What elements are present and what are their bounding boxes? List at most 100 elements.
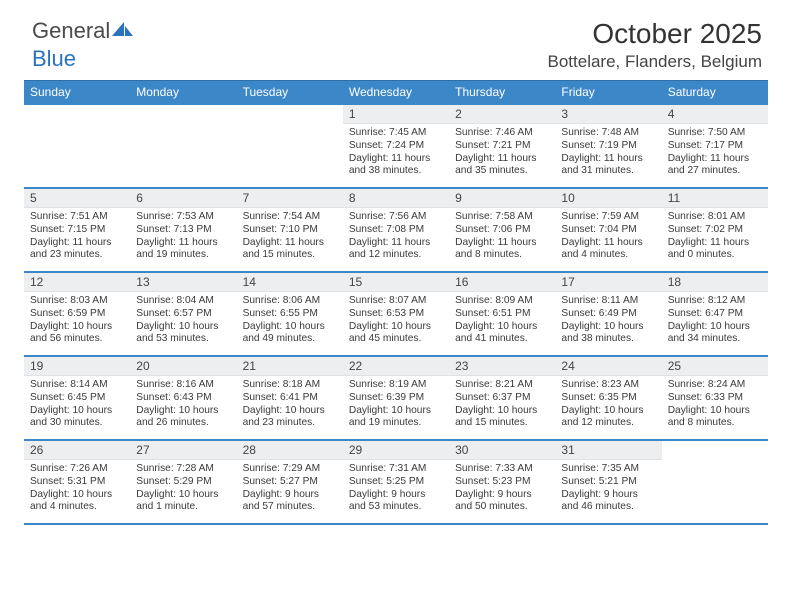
daylight-line: Daylight: 10 hours and 49 minutes.: [243, 321, 337, 347]
day-details: Sunrise: 7:35 AMSunset: 5:21 PMDaylight:…: [555, 460, 661, 516]
day-details: Sunrise: 7:59 AMSunset: 7:04 PMDaylight:…: [555, 208, 661, 264]
day-details: Sunrise: 8:04 AMSunset: 6:57 PMDaylight:…: [130, 292, 236, 348]
calendar-cell: [237, 104, 343, 188]
day-number: 12: [24, 273, 130, 292]
daylight-line: Daylight: 10 hours and 26 minutes.: [136, 405, 230, 431]
sunrise-line: Sunrise: 7:45 AM: [349, 127, 443, 140]
day-details: Sunrise: 8:23 AMSunset: 6:35 PMDaylight:…: [555, 376, 661, 432]
day-details: Sunrise: 7:54 AMSunset: 7:10 PMDaylight:…: [237, 208, 343, 264]
calendar-week-row: 1 Sunrise: 7:45 AMSunset: 7:24 PM Daylight…: [24, 104, 768, 188]
sunrise-line: Sunrise: 8:01 AM: [668, 211, 762, 224]
sunset-line: Sunset: 7:10 PM: [243, 224, 337, 237]
day-details: Sunrise: 7:48 AMSunset: 7:19 PMDaylight:…: [555, 124, 661, 180]
daylight-line: Daylight: 9 hours and 57 minutes.: [243, 489, 337, 515]
calendar-cell: 26Sunrise: 7:26 AMSunset: 5:31 PMDayligh…: [24, 440, 130, 524]
sunset-line: Sunset: 6:37 PM: [455, 392, 549, 405]
weekday-header: Tuesday: [237, 81, 343, 105]
calendar-cell: 3Sunrise: 7:48 AMSunset: 7:19 PMDaylight…: [555, 104, 661, 188]
sunset-line: Sunset: 5:21 PM: [561, 476, 655, 489]
day-details: Sunrise: 7:31 AMSunset: 5:25 PMDaylight:…: [343, 460, 449, 516]
daylight-line: Daylight: 10 hours and 12 minutes.: [561, 405, 655, 431]
calendar-cell: 6Sunrise: 7:53 AMSunset: 7:13 PMDaylight…: [130, 188, 236, 272]
weekday-header: Sunday: [24, 81, 130, 105]
sunrise-line: Sunrise: 8:18 AM: [243, 379, 337, 392]
sunset-line: Sunset: 6:51 PM: [455, 308, 549, 321]
sunrise-line: Sunrise: 7:29 AM: [243, 463, 337, 476]
sunrise-line: Sunrise: 8:09 AM: [455, 295, 549, 308]
logo-sail-icon: [112, 20, 134, 46]
calendar-cell: 24Sunrise: 8:23 AMSunset: 6:35 PMDayligh…: [555, 356, 661, 440]
day-details: Sunrise: 8:09 AMSunset: 6:51 PMDaylight:…: [449, 292, 555, 348]
calendar-cell: 29Sunrise: 7:31 AMSunset: 5:25 PMDayligh…: [343, 440, 449, 524]
calendar-week-row: 5Sunrise: 7:51 AMSunset: 7:15 PMDaylight…: [24, 188, 768, 272]
calendar-cell: [24, 104, 130, 188]
day-number: 6: [130, 189, 236, 208]
logo-word1: General: [32, 18, 110, 43]
sunrise-line: Sunrise: 7:33 AM: [455, 463, 549, 476]
sunset-line: Sunset: 7:13 PM: [136, 224, 230, 237]
calendar-cell: 22Sunrise: 8:19 AMSunset: 6:39 PMDayligh…: [343, 356, 449, 440]
day-number: 3: [555, 105, 661, 124]
day-details: Sunrise: 7:50 AMSunset: 7:17 PMDaylight:…: [662, 124, 768, 180]
day-number: 21: [237, 357, 343, 376]
calendar-cell: 12Sunrise: 8:03 AMSunset: 6:59 PMDayligh…: [24, 272, 130, 356]
sunset-line: Sunset: 7:06 PM: [455, 224, 549, 237]
sunset-line: Sunset: 6:55 PM: [243, 308, 337, 321]
day-number: 31: [555, 441, 661, 460]
calendar-cell: [662, 440, 768, 524]
day-number: 16: [449, 273, 555, 292]
sunrise-line: Sunrise: 8:06 AM: [243, 295, 337, 308]
daylight-line: Daylight: 10 hours and 15 minutes.: [455, 405, 549, 431]
daylight-line: Daylight: 11 hours and 31 minutes.: [561, 153, 655, 179]
day-number: 26: [24, 441, 130, 460]
sunrise-line: Sunrise: 8:04 AM: [136, 295, 230, 308]
calendar-cell: 23Sunrise: 8:21 AMSunset: 6:37 PMDayligh…: [449, 356, 555, 440]
calendar-cell: 9Sunrise: 7:58 AMSunset: 7:06 PMDaylight…: [449, 188, 555, 272]
day-number: 20: [130, 357, 236, 376]
daylight-line: Daylight: 9 hours and 46 minutes.: [561, 489, 655, 515]
weekday-header: Friday: [555, 81, 661, 105]
sunrise-line: Sunrise: 8:03 AM: [30, 295, 124, 308]
daylight-line: Daylight: 11 hours and 35 minutes.: [455, 153, 549, 179]
day-number: 5: [24, 189, 130, 208]
day-number: 11: [662, 189, 768, 208]
day-details: Sunrise: 7:26 AMSunset: 5:31 PMDaylight:…: [24, 460, 130, 516]
logo-text: General Blue: [32, 18, 134, 71]
page-title: October 2025: [24, 18, 762, 50]
daylight-line: Daylight: 9 hours and 53 minutes.: [349, 489, 443, 515]
daylight-line: Daylight: 10 hours and 41 minutes.: [455, 321, 549, 347]
day-details: Sunrise: 7:46 AMSunset: 7:21 PMDaylight:…: [449, 124, 555, 180]
sunset-line: Sunset: 7:24 PM: [349, 140, 443, 153]
sunrise-line: Sunrise: 8:14 AM: [30, 379, 124, 392]
day-number: 2: [449, 105, 555, 124]
day-number: 1: [343, 105, 449, 124]
calendar-cell: 14Sunrise: 8:06 AMSunset: 6:55 PMDayligh…: [237, 272, 343, 356]
day-number: 30: [449, 441, 555, 460]
day-details: Sunrise: 8:01 AMSunset: 7:02 PMDaylight:…: [662, 208, 768, 264]
day-number: 4: [662, 105, 768, 124]
day-number: 23: [449, 357, 555, 376]
calendar-cell: [130, 104, 236, 188]
day-details: Sunrise: 8:11 AMSunset: 6:49 PMDaylight:…: [555, 292, 661, 348]
sunrise-line: Sunrise: 7:51 AM: [30, 211, 124, 224]
day-details: Sunrise: 8:24 AMSunset: 6:33 PMDaylight:…: [662, 376, 768, 432]
sunset-line: Sunset: 5:29 PM: [136, 476, 230, 489]
day-details: Sunrise: 8:06 AMSunset: 6:55 PMDaylight:…: [237, 292, 343, 348]
sunset-line: Sunset: 6:49 PM: [561, 308, 655, 321]
sunset-line: Sunset: 5:31 PM: [30, 476, 124, 489]
day-details: Sunrise: 7:33 AMSunset: 5:23 PMDaylight:…: [449, 460, 555, 516]
day-details: Sunrise: 8:03 AMSunset: 6:59 PMDaylight:…: [24, 292, 130, 348]
calendar-cell: 30Sunrise: 7:33 AMSunset: 5:23 PMDayligh…: [449, 440, 555, 524]
sunset-line: Sunset: 6:45 PM: [30, 392, 124, 405]
weekday-header: Saturday: [662, 81, 768, 105]
day-number: 14: [237, 273, 343, 292]
calendar-body: 1 Sunrise: 7:45 AMSunset: 7:24 PM Daylight…: [24, 104, 768, 524]
day-number: 10: [555, 189, 661, 208]
day-details: Sunrise: 8:12 AMSunset: 6:47 PMDaylight:…: [662, 292, 768, 348]
sunrise-line: Sunrise: 8:16 AM: [136, 379, 230, 392]
daylight-line: Daylight: 10 hours and 1 minute.: [136, 489, 230, 515]
daylight-line: Daylight: 10 hours and 30 minutes.: [30, 405, 124, 431]
sunset-line: Sunset: 5:23 PM: [455, 476, 549, 489]
calendar-cell: 17Sunrise: 8:11 AMSunset: 6:49 PMDayligh…: [555, 272, 661, 356]
sunrise-line: Sunrise: 7:28 AM: [136, 463, 230, 476]
